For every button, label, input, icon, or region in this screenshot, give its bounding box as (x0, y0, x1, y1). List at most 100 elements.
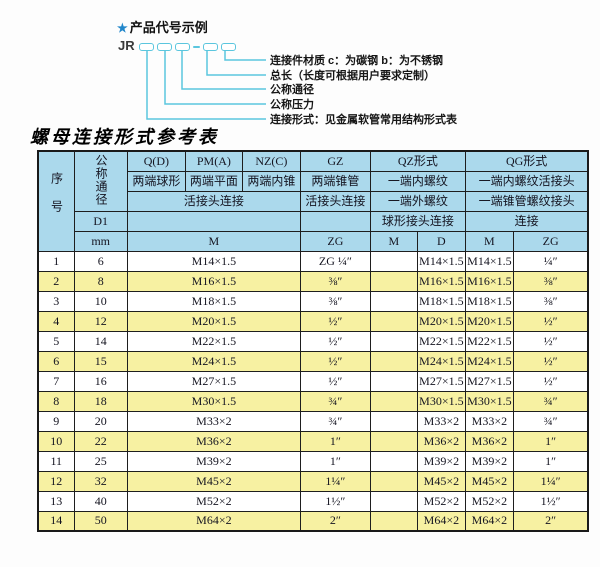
cell-dn: 25 (73, 450, 128, 472)
cell-qzm (369, 390, 418, 412)
cell-qgm: M52×2 (464, 490, 514, 512)
cell-dn: 32 (73, 470, 128, 492)
cell-m: M16×1.5 (126, 270, 301, 292)
cell-qzm (369, 270, 418, 292)
cell-qgm: M16×1.5 (464, 270, 514, 292)
cell-m: M52×2 (126, 490, 301, 512)
header-qg-desc2: 一端锥管螺纹接头 (464, 190, 589, 212)
table-header: 序号 公称通径 Q(D) PM(A) NZ(C) GZ QZ形式 QG形式 两端… (37, 150, 589, 252)
cell-qzm (369, 470, 418, 492)
header-xuhao: 序号 (37, 150, 75, 252)
label-pressure: 公称压力 (270, 99, 314, 111)
code-box-1 (139, 43, 154, 51)
cell-qgzg: 2″ (512, 510, 589, 532)
cell-qgzg: 1″ (512, 450, 589, 472)
header-d1: D1 (73, 210, 128, 232)
cell-no: 7 (37, 370, 75, 392)
cell-m: M27×1.5 (126, 370, 301, 392)
label-connection: 连接形式：见金属软管常用结构形式表 (270, 114, 457, 126)
cell-qgzg: ½″ (512, 370, 589, 392)
cell-qgm: M14×1.5 (464, 250, 514, 272)
cell-dn: 16 (73, 370, 128, 392)
header-m-unit: M (126, 230, 301, 252)
header-blank-2 (299, 210, 371, 232)
cell-zg: ½″ (299, 350, 371, 372)
cell-qzd: M45×2 (416, 470, 466, 492)
cell-m: M30×1.5 (126, 390, 301, 412)
cell-qzm (369, 310, 418, 332)
table-row: 7 16 M27×1.5 ½″ M27×1.5 M27×1.5 ½″ (37, 370, 589, 392)
cell-dn: 50 (73, 510, 128, 532)
label-diameter: 公称通径 (270, 84, 314, 96)
header-qd-desc: 两端球形 (126, 170, 186, 192)
cell-zg: ZG ¼″ (299, 250, 371, 272)
cell-qgzg: ½″ (512, 310, 589, 332)
header-qgzg-unit: ZG (512, 230, 589, 252)
header-qg-conn: 连接 (464, 210, 589, 232)
header-qzm-unit: M (369, 230, 418, 252)
cell-no: 2 (37, 270, 75, 292)
header-zg-unit: ZG (299, 230, 371, 252)
cell-qzm (369, 330, 418, 352)
table-title: 螺母连接形式参考表 (30, 127, 219, 147)
cell-qzm (369, 350, 418, 372)
cell-zg: ½″ (299, 370, 371, 392)
cell-zg: ½″ (299, 330, 371, 352)
table-row: 3 10 M18×1.5 ⅜″ M18×1.5 M18×1.5 ⅜″ (37, 290, 589, 312)
cell-qzd: M22×1.5 (416, 330, 466, 352)
header-qg: QG形式 (464, 150, 589, 172)
cell-no: 6 (37, 350, 75, 372)
cell-no: 8 (37, 390, 75, 412)
cell-qgzg: 1¼″ (512, 470, 589, 492)
cell-qzd: M27×1.5 (416, 370, 466, 392)
cell-qzd: M30×1.5 (416, 390, 466, 412)
cell-zg: ⅜″ (299, 290, 371, 312)
cell-qgzg: ¼″ (512, 250, 589, 272)
cell-dn: 12 (73, 310, 128, 332)
cell-no: 10 (37, 430, 75, 452)
cell-qgm: M27×1.5 (464, 370, 514, 392)
cell-m: M18×1.5 (126, 290, 301, 312)
cell-qzd: M16×1.5 (416, 270, 466, 292)
callout-lines (146, 50, 266, 120)
header-pma-desc: 两端平面 (184, 170, 243, 192)
header-blank-1 (126, 210, 301, 232)
cell-qzd: M14×1.5 (416, 250, 466, 272)
header-nzc: NZ(C) (241, 150, 301, 172)
cell-qzm (369, 430, 418, 452)
code-dash (193, 46, 200, 48)
cell-qgm: M36×2 (464, 430, 514, 452)
table-row: 10 22 M36×2 1″ M36×2 M36×2 1″ (37, 430, 589, 452)
cell-zg: 1″ (299, 450, 371, 472)
cell-qgm: M24×1.5 (464, 350, 514, 372)
table-row: 4 12 M20×1.5 ½″ M20×1.5 M20×1.5 ½″ (37, 310, 589, 332)
cell-zg: 1″ (299, 430, 371, 452)
cell-qgm: M45×2 (464, 470, 514, 492)
cell-dn: 20 (73, 410, 128, 432)
cell-zg: ½″ (299, 310, 371, 332)
cell-qzd: M52×2 (416, 490, 466, 512)
cell-zg: ¾″ (299, 390, 371, 412)
cell-m: M24×1.5 (126, 350, 301, 372)
cell-qgzg: ⅜″ (512, 290, 589, 312)
cell-qzd: M20×1.5 (416, 310, 466, 332)
cell-no: 1 (37, 250, 75, 272)
cell-qzm (369, 510, 418, 532)
cell-no: 13 (37, 490, 75, 512)
label-material: 连接件材质 c：为碳钢 b：为不锈钢 (270, 55, 443, 67)
cell-qgzg: ⅜″ (512, 270, 589, 292)
header-pma: PM(A) (184, 150, 243, 172)
cell-qzm (369, 410, 418, 432)
cell-qzm (369, 250, 418, 272)
header-mm: mm (73, 230, 128, 252)
cell-no: 11 (37, 450, 75, 472)
cell-zg: 1¼″ (299, 470, 371, 492)
cell-dn: 22 (73, 430, 128, 452)
product-code-diagram: ★ 产品代号示例 JR 连接件材质 c：为碳钢 b：为不锈钢 总长（长度可根据用户… (0, 0, 600, 150)
cell-dn: 15 (73, 350, 128, 372)
cell-dn: 8 (73, 270, 128, 292)
code-boxes (139, 43, 236, 51)
code-box-2 (157, 43, 172, 51)
table-row: 13 40 M52×2 1½″ M52×2 M52×2 1½″ (37, 490, 589, 512)
cell-qzm (369, 490, 418, 512)
